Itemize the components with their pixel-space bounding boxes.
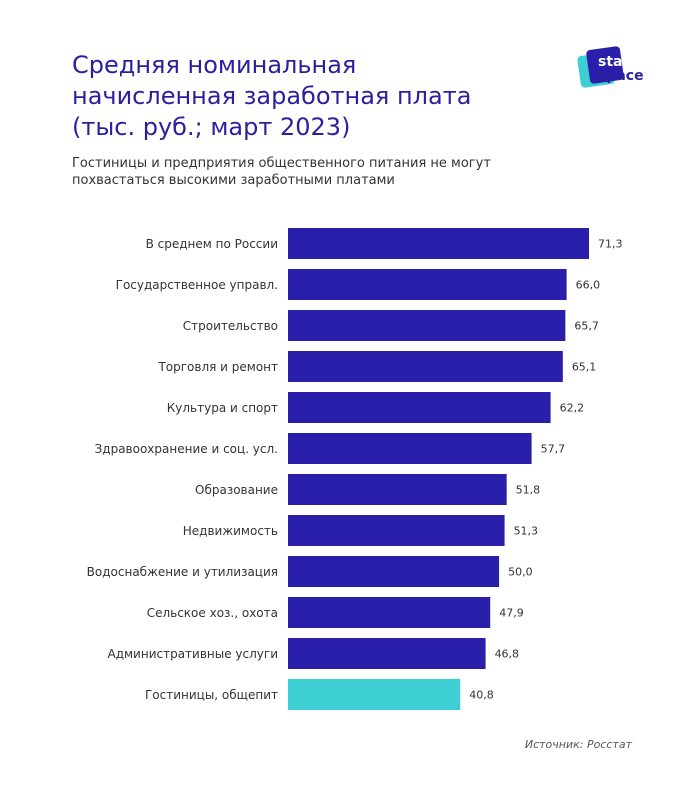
category-label: Здравоохранение и соц. усл. (95, 442, 278, 456)
category-label: Торговля и ремонт (157, 360, 278, 374)
bar (288, 310, 566, 341)
bar (288, 638, 486, 669)
value-label: 66,0 (576, 279, 601, 292)
bar-chart: В среднем по России 71,3 Государственное у… (87, 228, 623, 710)
bar (288, 474, 507, 505)
bar (288, 556, 500, 587)
value-label: 51,8 (516, 484, 541, 497)
category-label: Гостиницы, общепит (145, 688, 278, 702)
category-label: Образование (195, 483, 278, 497)
statspace-logo: stat space (577, 46, 644, 88)
value-label: 46,8 (495, 648, 519, 661)
bar (288, 515, 505, 546)
bar (288, 228, 589, 259)
category-label: Культура и спорт (167, 401, 278, 415)
value-label: 57,7 (541, 443, 566, 456)
bar (288, 597, 491, 628)
svg-text:stat: stat (598, 54, 629, 70)
category-label: Административные услуги (107, 647, 278, 661)
subtitle-line: Гостиницы и предприятия общественного пи… (72, 156, 491, 171)
bar (288, 269, 567, 300)
bar (288, 679, 461, 710)
source-note: Источник: Росстат (524, 738, 632, 751)
chart-subtitle: Гостиницы и предприятия общественного пи… (72, 155, 572, 189)
subtitle-line: похвастаться высокими заработными платам… (72, 173, 395, 188)
chart-title: Средняя номинальная начисленная заработн… (72, 50, 542, 143)
bar (288, 392, 551, 423)
svg-text:space: space (598, 68, 644, 84)
value-label: 65,1 (572, 361, 597, 374)
category-label: Недвижимость (183, 524, 278, 538)
category-label: Государственное управл. (116, 278, 278, 292)
title-line: (тыс. руб.; март 2023) (72, 113, 351, 141)
category-label: В среднем по России (146, 237, 278, 251)
value-label: 65,7 (574, 320, 599, 333)
value-label: 71,3 (598, 238, 623, 251)
value-label: 51,3 (514, 525, 539, 538)
category-label: Водоснабжение и утилизация (87, 565, 278, 579)
category-label: Строительство (183, 319, 278, 333)
value-label: 50,0 (508, 566, 533, 579)
value-label: 62,2 (560, 402, 585, 415)
value-label: 40,8 (469, 689, 494, 702)
value-label: 47,9 (499, 607, 524, 620)
title-line: начисленная заработная плата (72, 82, 472, 110)
title-line: Средняя номинальная (72, 51, 357, 79)
category-label: Сельское хоз., охота (147, 606, 278, 620)
bar (288, 433, 532, 464)
bar (288, 351, 563, 382)
